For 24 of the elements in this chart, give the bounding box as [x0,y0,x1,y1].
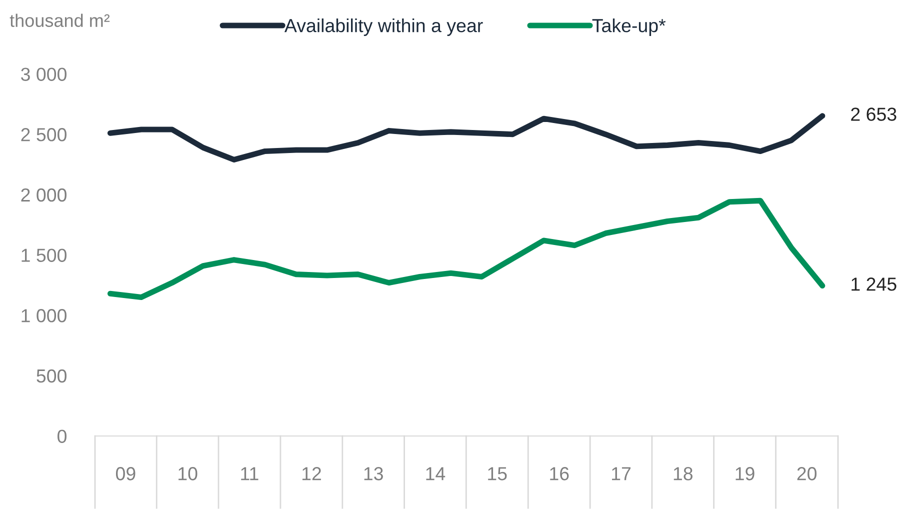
x-tick-label: 18 [674,467,693,480]
x-tick-label: 20 [797,467,817,480]
y-axis-title: thousand m² [10,14,110,27]
x-tick-label: 15 [488,467,507,480]
x-tick-label: 12 [302,467,321,480]
data-label: 2 653 [851,108,896,121]
x-tick-label: 17 [612,467,631,480]
x-tick-label: 09 [116,467,136,480]
x-tick-label: 14 [426,467,446,480]
y-tick-label: 2 000 [21,188,66,202]
y-tick-label: 3 000 [21,68,66,81]
data-label: 1 245 [852,278,896,291]
y-tick-label: 1 500 [22,248,66,262]
y-tick-label: 2 500 [21,128,66,142]
x-tick-label: 19 [736,467,754,480]
y-tick-label: 0 [58,430,66,443]
legend-label: Take-up* [592,18,666,36]
legend-label: Availability within a year [284,18,483,36]
y-tick-label: 500 [36,369,66,383]
x-tick-label: 16 [550,467,569,480]
x-tick-label: 10 [178,467,198,480]
x-tick-label: 11 [241,467,258,480]
y-tick-label: 1 000 [22,309,66,322]
x-tick-label: 13 [364,467,383,480]
